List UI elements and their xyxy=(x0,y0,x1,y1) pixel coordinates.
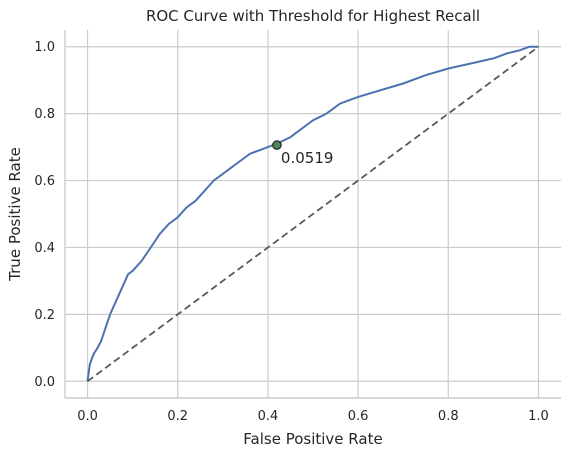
y-tick-label-2: 0.4 xyxy=(34,241,55,256)
chance-line-line xyxy=(86,45,540,383)
x-tick-label-1: 0.2 xyxy=(167,409,188,424)
x-axis-label: False Positive Rate xyxy=(243,430,382,448)
y-tick-label-1: 0.2 xyxy=(34,308,55,323)
y-axis-label: True Positive Rate xyxy=(6,147,24,282)
x-tick-label-2: 0.4 xyxy=(258,409,279,424)
x-tick-label-0: 0.0 xyxy=(77,409,98,424)
y-tick-label-4: 0.8 xyxy=(34,107,55,122)
threshold-marker-layer: 0.0519 xyxy=(272,140,334,167)
x-tick-label-5: 1.0 xyxy=(528,409,549,424)
grid-lines xyxy=(65,30,561,398)
threshold-marker-point xyxy=(272,140,282,150)
threshold-marker-label: 0.0519 xyxy=(281,149,334,167)
y-tick-label-5: 1.0 xyxy=(34,40,55,55)
x-tick-label-4: 0.8 xyxy=(438,409,459,424)
y-tick-label-0: 0.0 xyxy=(34,375,55,390)
tick-labels: 0.0 0.2 0.4 0.6 0.8 1.0 0.0 0.2 0.4 0.6 0.8 1.0 xyxy=(34,40,548,424)
series-lines xyxy=(86,45,540,383)
axis-spines xyxy=(64,30,561,399)
chart-title: ROC Curve with Threshold for Highest Rec… xyxy=(146,7,480,25)
y-tick-label-3: 0.6 xyxy=(34,174,55,189)
roc-curve-line xyxy=(86,45,539,382)
x-tick-label-3: 0.6 xyxy=(348,409,369,424)
